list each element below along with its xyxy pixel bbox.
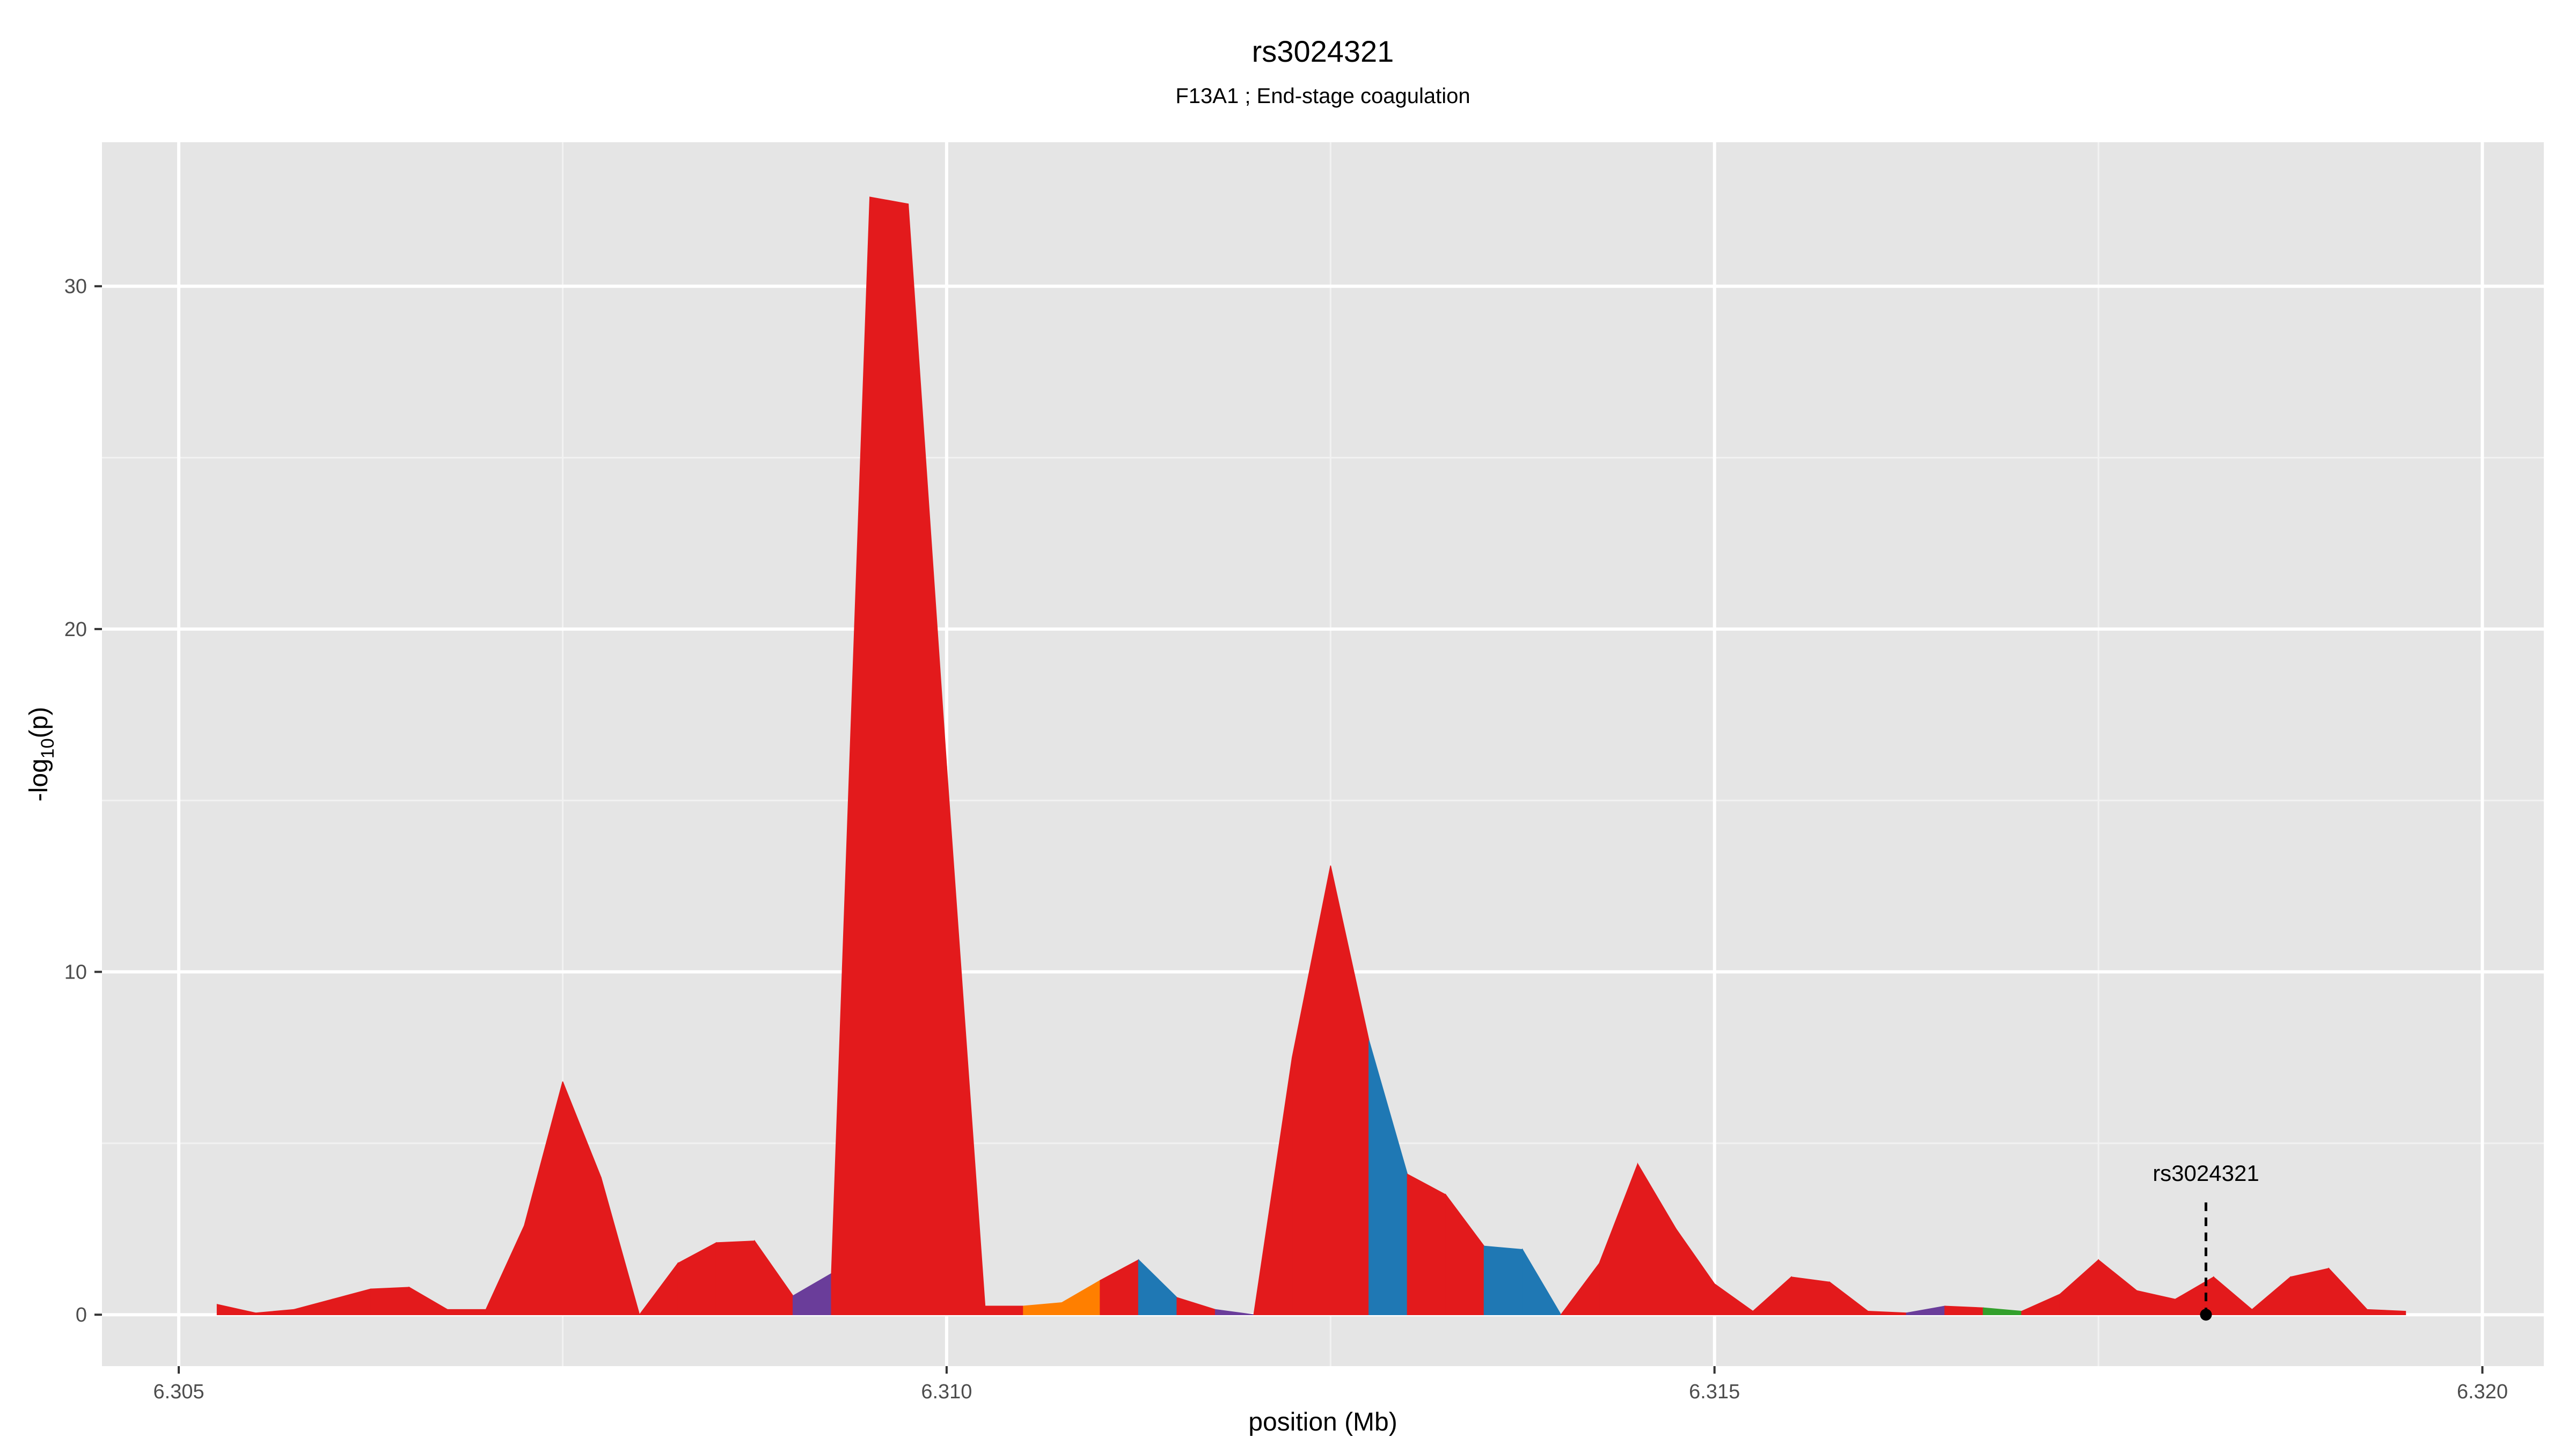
snp-marker-label: rs3024321 [2153,1161,2259,1186]
x-tick-label: 6.310 [921,1381,972,1403]
y-axis-title-tail: (p) [25,707,53,739]
area-segment [1214,1309,1254,1315]
area-segment [370,1287,410,1315]
area-segment [1791,1276,1831,1315]
area-segment [2367,1309,2406,1315]
chart-title: rs3024321 [1252,34,1394,68]
y-tick-label: 30 [64,275,87,298]
y-tick-label: 10 [64,961,87,984]
x-tick-label: 6.320 [2457,1381,2508,1403]
x-axis-title: position (Mb) [1248,1408,1397,1436]
y-tick-label: 0 [76,1304,87,1326]
area-segment [984,1305,1024,1315]
y-axis-title-main: -log [25,758,53,801]
chart-subtitle: F13A1 ; End-stage coagulation [1175,84,1470,108]
area-segment [2290,1268,2330,1315]
area-segment [1407,1173,1446,1315]
y-tick-label: 20 [64,618,87,641]
area-segment [601,1177,640,1315]
y-axis-title-subscript: 10 [38,738,58,758]
x-tick-label: 6.315 [1689,1381,1740,1403]
snp-annotation: rs3024321 [2153,1161,2259,1321]
area-segment [1944,1305,1984,1315]
area-segment [1522,1248,1562,1315]
association-area-series [216,196,2406,1315]
area-segment [715,1241,755,1315]
x-tick-label: 6.305 [153,1381,204,1403]
axes: 6.305 6.310 6.315 6.320 0 10 20 30 [64,275,2508,1403]
y-axis-title: -log10(p) [25,707,58,802]
area-segment [869,196,909,1315]
snp-marker-point [2200,1309,2212,1321]
area-segment [447,1309,487,1315]
area-segment [1483,1245,1523,1315]
